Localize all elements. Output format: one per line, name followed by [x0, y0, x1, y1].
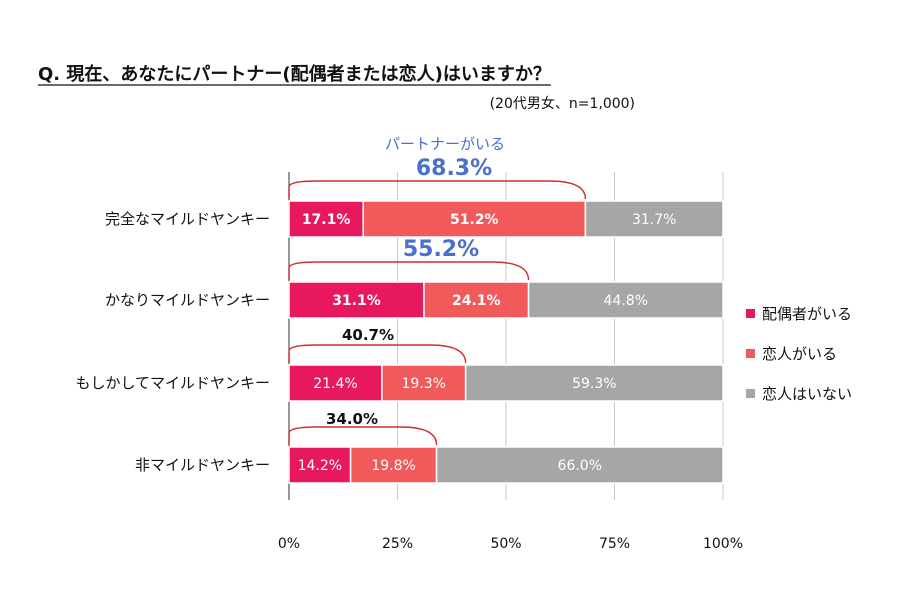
partner-brackets: [288, 180, 587, 446]
bar-segment: [349, 446, 438, 484]
bar-segment: [288, 446, 352, 484]
data-label: 44.8%: [604, 293, 648, 309]
partner-total-label: 68.3%: [416, 156, 492, 181]
x-tick-label: 100%: [703, 536, 743, 552]
data-label: 21.4%: [313, 376, 357, 392]
data-label: 17.1%: [302, 212, 351, 228]
partner-bracket: [288, 426, 438, 446]
data-label: 31.7%: [632, 212, 676, 228]
category-label: かなりマイルドヤンキー: [105, 291, 270, 309]
data-label: 66.0%: [558, 458, 602, 474]
category-label: 完全なマイルドヤンキー: [105, 210, 270, 228]
category-label: 非マイルドヤンキー: [135, 456, 270, 474]
bar-segment: [527, 281, 724, 319]
x-tick-label: 25%: [382, 536, 413, 552]
bar-segment: [381, 364, 467, 402]
data-label: 14.2%: [298, 458, 342, 474]
partner-total-label: 40.7%: [342, 326, 394, 344]
partner-bracket: [288, 261, 530, 281]
category-label: もしかしてマイルドヤンキー: [75, 374, 270, 392]
partner-annotation: パートナーがいる: [385, 135, 505, 153]
legend-label: 恋人がいる: [762, 345, 837, 363]
bar-segment: [464, 364, 724, 402]
chart-title: Q. 現在、あなたにパートナー(配偶者または恋人)はいますか？: [38, 63, 551, 85]
legend-label: 恋人はいない: [762, 385, 852, 403]
data-label: 59.3%: [572, 376, 616, 392]
data-label: 19.3%: [402, 376, 446, 392]
data-label: 19.8%: [371, 458, 415, 474]
labels: 0% 25% 50% 75% 100% 完全なマイルドヤンキーかなりマイルドヤンキーもしか…: [75, 135, 743, 552]
partner-total-label: 55.2%: [403, 237, 479, 262]
legend-swatch: [746, 349, 755, 358]
bar-segment: [423, 281, 530, 319]
data-label: 31.1%: [332, 293, 381, 309]
partner-bracket: [288, 344, 467, 364]
x-tick-label: 75%: [599, 536, 630, 552]
partner-total-label: 34.0%: [326, 410, 378, 428]
bars: [288, 200, 724, 484]
x-tick-label: 50%: [490, 536, 521, 552]
legend-swatch: [746, 309, 755, 318]
legend-swatch: [746, 389, 755, 398]
bar-segment: [435, 446, 724, 484]
data-label: 51.2%: [450, 212, 499, 228]
partner-bracket: [288, 180, 587, 200]
legend-label: 配偶者がいる: [762, 305, 852, 323]
x-tick-label: 0%: [278, 536, 300, 552]
data-label: 24.1%: [452, 293, 501, 309]
bar-segment: [288, 281, 425, 319]
chart-subtitle: (20代男女、n=1,000): [490, 95, 635, 112]
bar-segment: [288, 364, 383, 402]
bar-segment: [362, 200, 587, 238]
bar-segment: [584, 200, 724, 238]
